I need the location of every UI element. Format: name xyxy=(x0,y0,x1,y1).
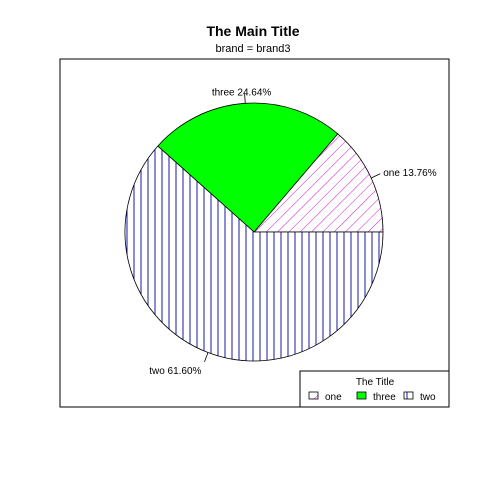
legend-label-two: two xyxy=(420,392,436,403)
pie-slices xyxy=(124,102,384,362)
legend-label-one: one xyxy=(325,392,342,403)
legend-label-three: three xyxy=(373,392,396,403)
leader-line-three xyxy=(244,93,246,104)
legend-swatch-one xyxy=(308,391,319,400)
legend-box xyxy=(299,370,450,408)
legend-swatch-two xyxy=(403,391,414,400)
slice-label-one: one 13.76% xyxy=(383,168,436,179)
leader-line-two xyxy=(204,352,209,363)
pie-labels: one 13.76% three 24.64% two 61.60% xyxy=(149,87,437,377)
legend-entries: one three two xyxy=(308,391,436,403)
chart-title: The Main Title xyxy=(206,23,299,39)
chart-subtitle: brand = brand3 xyxy=(216,43,291,55)
slice-label-three: three 24.64% xyxy=(212,87,272,98)
pie-slice-two xyxy=(124,145,384,362)
legend-swatch-three xyxy=(356,391,367,400)
legend: The Title one three two xyxy=(299,370,450,408)
leader-line-one xyxy=(370,173,381,179)
slice-label-two: two 61.60% xyxy=(149,366,201,377)
legend-title: The Title xyxy=(356,377,395,388)
plot-frame xyxy=(59,58,450,408)
